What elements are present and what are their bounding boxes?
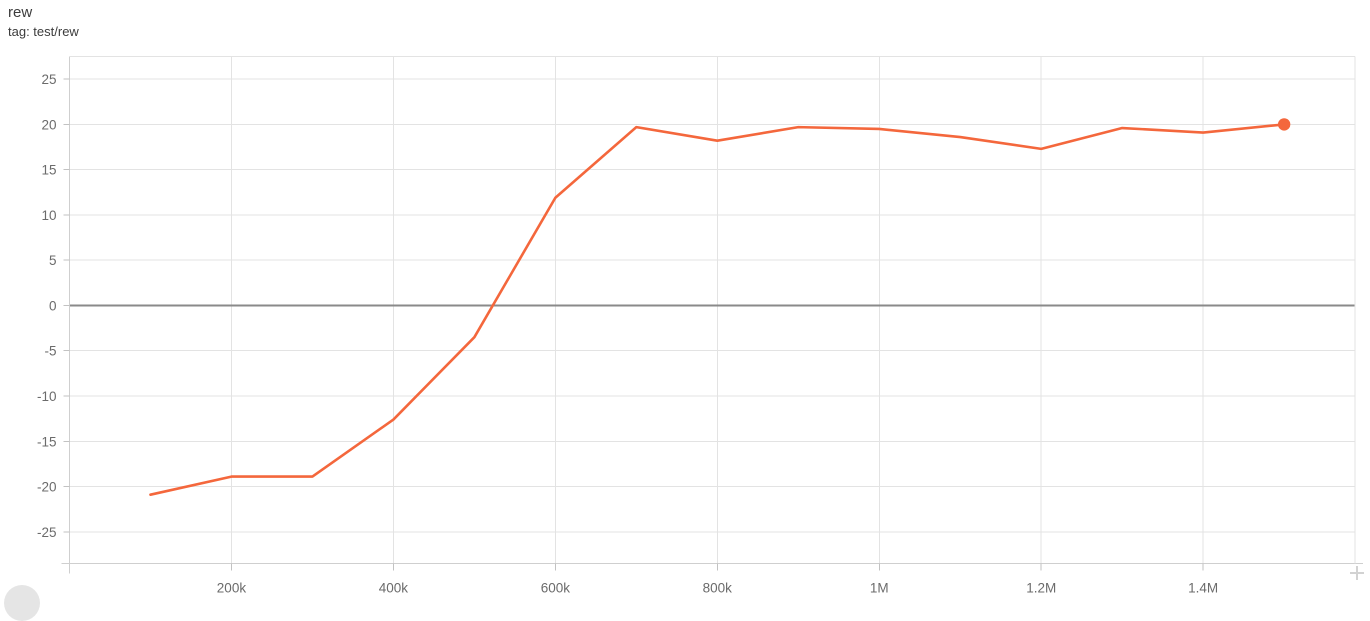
- x-tick-label: 1M: [870, 581, 889, 596]
- y-tick-label: -10: [37, 389, 57, 404]
- fullscreen-blob-button[interactable]: [4, 585, 40, 621]
- y-tick-label: 15: [41, 163, 56, 178]
- x-tick-label: 400k: [379, 581, 409, 596]
- series-line[interactable]: [149, 123, 1286, 496]
- tick-marks: [63, 78, 1204, 571]
- y-tick-label: -15: [37, 434, 57, 449]
- plot-area[interactable]: 25 20 15 10 5 0 -5 -10 -15 -20 -25 200k 400k 600k 800…: [0, 0, 1370, 602]
- y-tick-label: 25: [41, 72, 56, 87]
- x-gridlines: [230, 56, 1204, 564]
- axis-lines: [61, 56, 1363, 574]
- page-title: rew: [8, 4, 33, 21]
- x-tick-label: 600k: [541, 581, 571, 596]
- chart-header: rew tag: test/rew: [8, 4, 79, 39]
- chart-tag-label: tag: test/rew: [8, 23, 79, 39]
- y-axis-tick-labels: 25 20 15 10 5 0 -5 -10 -15 -20 -25: [37, 72, 57, 540]
- x-tick-label: 1.4M: [1188, 581, 1218, 596]
- y-tick-label: -20: [37, 480, 57, 495]
- x-axis-tick-labels: 200k 400k 600k 800k 1M 1.2M 1.4M: [217, 581, 1218, 596]
- y-tick-label: 20: [41, 117, 56, 132]
- x-tick-label: 800k: [703, 581, 733, 596]
- y-tick-label: 10: [41, 208, 56, 223]
- plus-icon[interactable]: [1350, 566, 1364, 580]
- y-tick-label: -5: [44, 344, 56, 359]
- series-last-point-marker[interactable]: [1277, 118, 1291, 131]
- data-series-group[interactable]: [149, 118, 1291, 496]
- line-chart-svg[interactable]: 25 20 15 10 5 0 -5 -10 -15 -20 -25 200k 400k 600k 800…: [0, 0, 1370, 602]
- x-tick-label: 200k: [217, 581, 247, 596]
- x-tick-label: 1.2M: [1026, 581, 1056, 596]
- y-tick-label: -25: [37, 525, 57, 540]
- y-tick-label: 0: [49, 298, 57, 313]
- y-tick-label: 5: [49, 253, 57, 268]
- y-gridlines: [69, 78, 1355, 533]
